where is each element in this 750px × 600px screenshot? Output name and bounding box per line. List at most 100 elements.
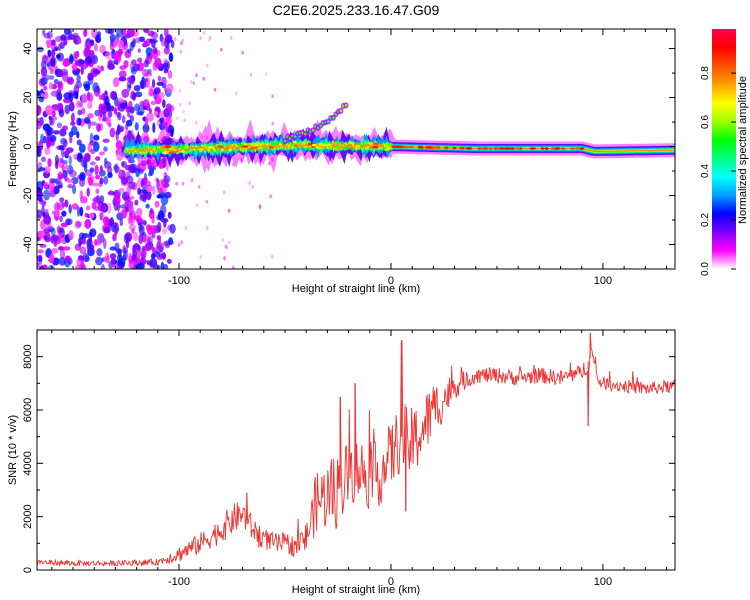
noise-blob bbox=[165, 132, 171, 137]
noise-blob bbox=[81, 93, 88, 104]
noise-blob bbox=[151, 38, 156, 49]
scatter-blob bbox=[182, 109, 185, 114]
noise-blob bbox=[92, 69, 101, 75]
tone-peak bbox=[499, 147, 506, 150]
noise-blob bbox=[51, 247, 59, 254]
noise-blob bbox=[54, 209, 61, 217]
noise-blob bbox=[58, 108, 65, 118]
noise-blob bbox=[68, 29, 73, 36]
tone-peak bbox=[173, 148, 177, 152]
noise-blob bbox=[45, 105, 53, 116]
noise-blob bbox=[63, 246, 71, 251]
colorbar-tick-label: 0.4 bbox=[700, 164, 711, 178]
scatter-blob bbox=[230, 35, 233, 40]
scatter-blob bbox=[199, 255, 202, 260]
noise-blob bbox=[51, 234, 60, 242]
tone-peak bbox=[431, 146, 439, 149]
tone-peak bbox=[168, 151, 173, 155]
noise-blob bbox=[37, 255, 43, 262]
noise-blob bbox=[109, 43, 115, 51]
snr-ylabel: SNR (10 * v/v) bbox=[7, 415, 19, 485]
noise-blob bbox=[160, 204, 167, 216]
tone-peak bbox=[179, 145, 184, 149]
noise-blob bbox=[51, 49, 56, 57]
scatter-blob bbox=[271, 94, 274, 99]
noise-blob bbox=[156, 221, 162, 233]
noise-blob bbox=[105, 116, 111, 126]
noise-blob bbox=[167, 70, 173, 79]
noise-blob bbox=[58, 231, 63, 238]
noise-blob bbox=[62, 159, 68, 165]
colorbar-label: Normalized spectral amplitude bbox=[737, 76, 749, 224]
noise-blob bbox=[119, 127, 124, 132]
noise-blob bbox=[132, 249, 138, 259]
noise-blob bbox=[161, 252, 166, 260]
noise-blob bbox=[76, 258, 83, 267]
noise-blob bbox=[75, 38, 82, 44]
tone-peak bbox=[335, 147, 340, 151]
noise-blob bbox=[59, 215, 63, 223]
snr-xtick-label: -100 bbox=[168, 576, 190, 588]
noise-blob bbox=[100, 106, 108, 115]
scatter-blob bbox=[189, 79, 193, 84]
noise-blob bbox=[146, 259, 151, 266]
noise-blob bbox=[117, 257, 126, 268]
tone-peak bbox=[251, 142, 255, 145]
noise-blob bbox=[37, 230, 45, 239]
noise-blob bbox=[39, 264, 44, 269]
noise-blob bbox=[71, 177, 79, 185]
noise-blob bbox=[148, 164, 155, 175]
noise-blob bbox=[87, 92, 94, 103]
noise-blob bbox=[99, 44, 106, 54]
scatter-blob bbox=[195, 120, 198, 125]
noise-blob bbox=[82, 253, 90, 263]
branch-peak bbox=[283, 139, 287, 143]
noise-blob bbox=[152, 122, 156, 134]
noise-blob bbox=[162, 227, 168, 235]
noise-blob bbox=[102, 138, 110, 143]
noise-blob bbox=[89, 121, 98, 126]
noise-blob bbox=[59, 197, 65, 203]
noise-blob bbox=[159, 117, 165, 124]
noise-blob bbox=[128, 224, 137, 231]
scatter-blob bbox=[183, 118, 186, 123]
noise-blob bbox=[152, 185, 156, 195]
tone-peak bbox=[488, 147, 493, 150]
noise-blob bbox=[117, 101, 121, 111]
scatter-blob bbox=[235, 91, 238, 96]
scatter-blob bbox=[220, 47, 223, 52]
noise-blob bbox=[170, 39, 175, 49]
scatter-blob bbox=[249, 72, 253, 77]
tone-peak bbox=[216, 145, 224, 148]
noise-blob bbox=[91, 182, 100, 187]
tone-peak bbox=[427, 146, 434, 149]
noise-blob bbox=[88, 49, 95, 58]
tone-peak bbox=[160, 145, 166, 148]
scatter-blob bbox=[271, 254, 274, 259]
tone-peak bbox=[307, 147, 311, 150]
noise-blob bbox=[82, 158, 88, 169]
noise-blob bbox=[138, 224, 145, 236]
noise-blob bbox=[64, 104, 70, 115]
noise-blob bbox=[40, 66, 48, 77]
tone-peak bbox=[391, 145, 396, 148]
noise-blob bbox=[68, 204, 72, 214]
noise-blob bbox=[150, 100, 157, 106]
noise-blob bbox=[104, 157, 108, 164]
noise-blob bbox=[41, 205, 45, 216]
noise-blob bbox=[134, 199, 139, 206]
noise-blob bbox=[152, 46, 158, 54]
noise-blob bbox=[75, 264, 84, 269]
tone-peak bbox=[344, 146, 351, 150]
scatter-blob bbox=[176, 115, 179, 120]
noise-blob bbox=[39, 116, 44, 126]
tone-peak bbox=[574, 147, 581, 150]
noise-blob bbox=[56, 225, 61, 233]
noise-blob bbox=[76, 206, 81, 217]
noise-blob bbox=[49, 75, 55, 80]
noise-blob bbox=[89, 228, 97, 237]
tone-peak bbox=[387, 143, 393, 146]
noise-blob bbox=[78, 143, 86, 154]
scatter-blob bbox=[205, 63, 209, 68]
